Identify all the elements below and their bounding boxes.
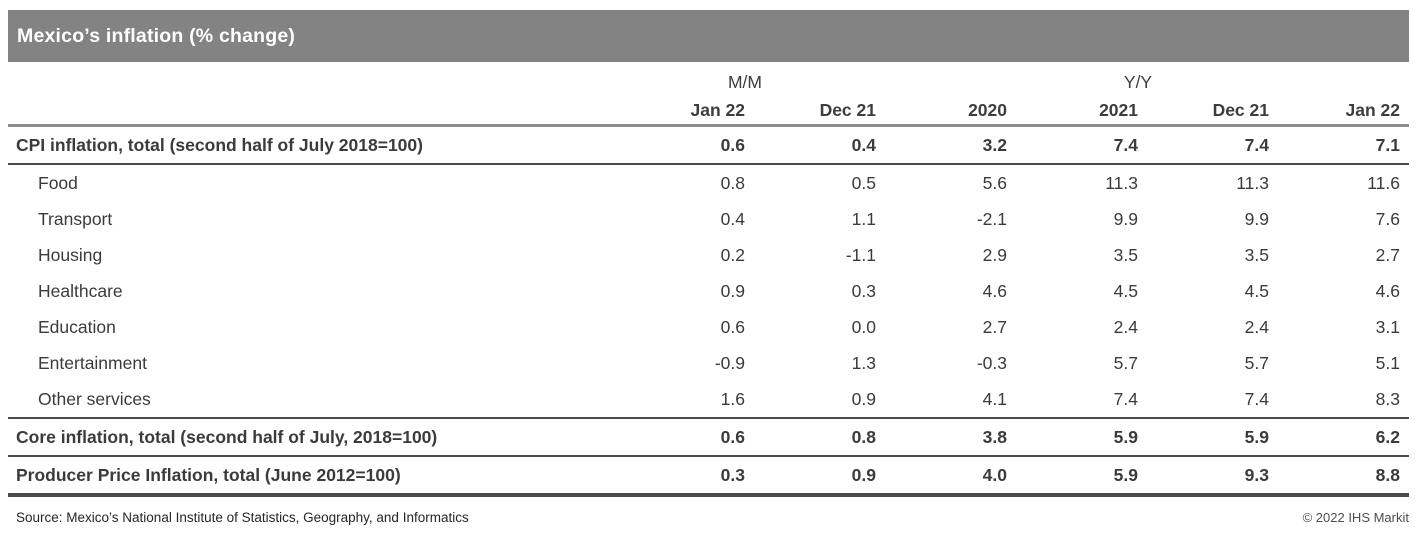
cell-value: 5.9 xyxy=(1244,426,1269,447)
table-row: Education 0.6 0.0 2.7 2.4 2.4 3.1 xyxy=(8,309,1409,345)
cell-value: 0.9 xyxy=(851,464,876,485)
column-header-yy-2021: 2021 xyxy=(1099,99,1138,120)
cell-value: 5.1 xyxy=(1375,352,1400,373)
cell-value: 3.1 xyxy=(1375,316,1400,337)
cell-value: 5.7 xyxy=(1244,352,1269,373)
cell-value: 11.3 xyxy=(1236,172,1269,193)
cell-value: 7.4 xyxy=(1244,134,1269,155)
cell-value: -2.1 xyxy=(976,208,1007,229)
cell-value: 4.6 xyxy=(1375,280,1400,301)
page-title: Mexico’s inflation (% change) xyxy=(17,24,296,47)
column-header-row: Jan 22 Dec 21 2020 2021 Dec 21 Jan 22 xyxy=(8,96,1409,124)
table-header: M/M Y/Y Jan 22 Dec 21 2020 2021 Dec 21 J… xyxy=(8,68,1409,127)
table-row: Other services 1.6 0.9 4.1 7.4 7.4 8.3 xyxy=(8,381,1409,417)
row-label: Other services xyxy=(38,388,151,409)
row-label: Core inflation, total (second half of Ju… xyxy=(16,426,438,447)
row-label: Food xyxy=(38,172,78,193)
table-row: CPI inflation, total (second half of Jul… xyxy=(8,127,1409,165)
cell-value: 7.4 xyxy=(1113,388,1138,409)
cell-value: -0.3 xyxy=(976,352,1007,373)
table-row: Housing 0.2 -1.1 2.9 3.5 3.5 2.7 xyxy=(8,237,1409,273)
cell-value: 8.3 xyxy=(1375,388,1400,409)
cell-value: 3.2 xyxy=(982,134,1007,155)
column-header-mm-jan22: Jan 22 xyxy=(690,99,745,120)
cell-value: 6.2 xyxy=(1375,426,1400,447)
cell-value: 2.4 xyxy=(1113,316,1138,337)
group-header-row: M/M Y/Y xyxy=(8,68,1409,96)
cell-value: 3.5 xyxy=(1113,244,1138,265)
cell-value: 0.8 xyxy=(851,426,876,447)
cell-value: 0.8 xyxy=(720,172,745,193)
cell-value: 7.6 xyxy=(1375,208,1400,229)
row-label: Housing xyxy=(38,244,103,265)
cell-value: 0.6 xyxy=(720,134,745,155)
table-row: Transport 0.4 1.1 -2.1 9.9 9.9 7.6 xyxy=(8,201,1409,237)
cell-value: 4.0 xyxy=(982,464,1007,485)
cell-value: 5.6 xyxy=(982,172,1007,193)
cell-value: 0.3 xyxy=(851,280,876,301)
table-row: Producer Price Inflation, total (June 20… xyxy=(8,455,1409,493)
cell-value: 1.1 xyxy=(851,208,876,229)
cell-value: 5.7 xyxy=(1113,352,1138,373)
cell-value: 3.5 xyxy=(1244,244,1269,265)
cell-value: -0.9 xyxy=(714,352,745,373)
cell-value: 1.6 xyxy=(720,388,745,409)
cell-value: 4.5 xyxy=(1244,280,1269,301)
cell-value: 1.3 xyxy=(851,352,876,373)
cell-value: 5.9 xyxy=(1113,464,1138,485)
table-row: Healthcare 0.9 0.3 4.6 4.5 4.5 4.6 xyxy=(8,273,1409,309)
cell-value: 0.6 xyxy=(720,426,745,447)
table-body: CPI inflation, total (second half of Jul… xyxy=(8,127,1409,497)
cell-value: 0.9 xyxy=(851,388,876,409)
cell-value: 2.7 xyxy=(1375,244,1400,265)
cell-value: 4.5 xyxy=(1113,280,1138,301)
cell-value: 9.9 xyxy=(1244,208,1269,229)
cell-value: 8.8 xyxy=(1375,464,1400,485)
cell-value: 2.4 xyxy=(1244,316,1269,337)
cell-value: 9.3 xyxy=(1244,464,1269,485)
row-label: Healthcare xyxy=(38,280,123,301)
table-row: Entertainment -0.9 1.3 -0.3 5.7 5.7 5.1 xyxy=(8,345,1409,381)
cell-value: 4.6 xyxy=(982,280,1007,301)
page-title-bar: Mexico’s inflation (% change) xyxy=(8,10,1409,62)
cell-value: 5.9 xyxy=(1113,426,1138,447)
row-label: Education xyxy=(38,316,116,337)
cell-value: 0.3 xyxy=(720,464,745,485)
cell-value: 0.0 xyxy=(851,316,876,337)
cell-value: 9.9 xyxy=(1113,208,1138,229)
row-label: Transport xyxy=(38,208,113,229)
cell-value: 0.6 xyxy=(720,316,745,337)
cell-value: 7.4 xyxy=(1113,134,1138,155)
cell-value: 0.5 xyxy=(851,172,876,193)
cell-value: 11.6 xyxy=(1367,172,1400,193)
row-label: Entertainment xyxy=(38,352,147,373)
table-row: Core inflation, total (second half of Ju… xyxy=(8,417,1409,455)
inflation-table: M/M Y/Y Jan 22 Dec 21 2020 2021 Dec 21 J… xyxy=(8,68,1409,497)
cell-value: 0.4 xyxy=(851,134,876,155)
column-header-yy-jan22: Jan 22 xyxy=(1345,99,1400,120)
row-label: CPI inflation, total (second half of Jul… xyxy=(16,134,423,155)
column-header-yy-2020: 2020 xyxy=(968,99,1007,120)
cell-value: 2.9 xyxy=(982,244,1007,265)
column-header-yy-dec21: Dec 21 xyxy=(1212,99,1269,120)
cell-value: 0.9 xyxy=(720,280,745,301)
cell-value: -1.1 xyxy=(845,244,876,265)
cell-value: 2.7 xyxy=(982,316,1007,337)
cell-value: 4.1 xyxy=(982,388,1007,409)
cell-value: 0.2 xyxy=(720,244,745,265)
cell-value: 7.4 xyxy=(1244,388,1269,409)
table-row: Food 0.8 0.5 5.6 11.3 11.3 11.6 xyxy=(8,165,1409,201)
footer: Source: Mexico’s National Institute of S… xyxy=(8,510,1409,525)
cell-value: 11.3 xyxy=(1105,172,1138,193)
group-header-yy: Y/Y xyxy=(1123,71,1153,92)
footer-copyright: © 2022 IHS Markit xyxy=(1302,510,1409,525)
footer-source: Source: Mexico’s National Institute of S… xyxy=(16,510,469,525)
cell-value: 3.8 xyxy=(982,426,1007,447)
cell-value: 7.1 xyxy=(1375,134,1400,155)
column-header-mm-dec21: Dec 21 xyxy=(819,99,876,120)
cell-value: 0.4 xyxy=(720,208,745,229)
row-label: Producer Price Inflation, total (June 20… xyxy=(16,464,401,485)
group-header-mm: M/M xyxy=(727,71,763,92)
